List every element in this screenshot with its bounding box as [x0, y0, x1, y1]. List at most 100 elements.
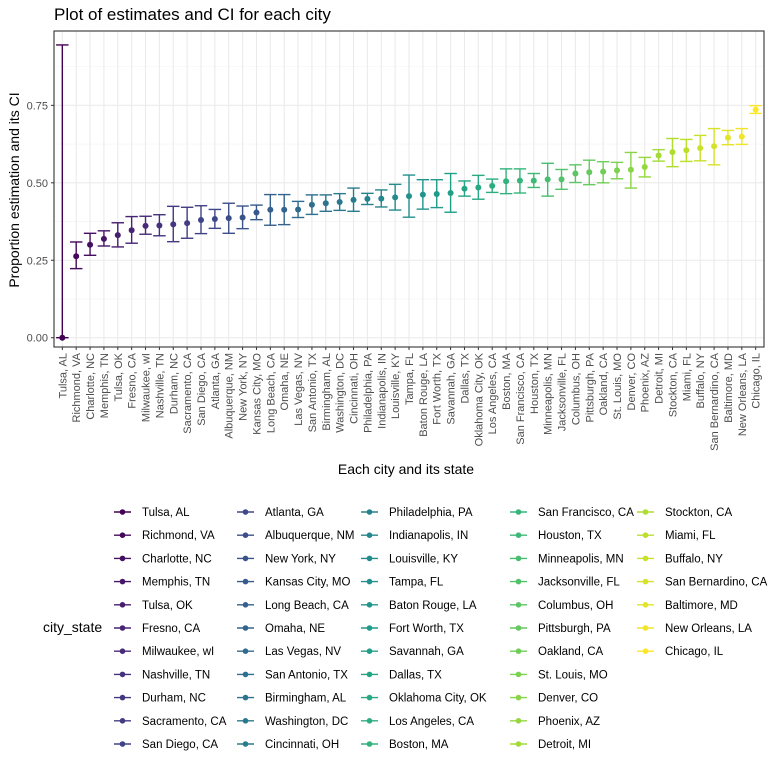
legend-key-point: [366, 602, 373, 608]
legend-key-point: [515, 555, 522, 562]
legend-item-label: Albuquerque, NM: [265, 530, 355, 542]
estimate-point: [614, 167, 621, 174]
estimate-point: [184, 220, 191, 227]
estimate-point: [392, 194, 399, 201]
x-tick-label: Chicago, IL: [751, 353, 763, 409]
estimate-point: [253, 209, 260, 216]
legend-key-point: [642, 578, 649, 585]
x-tick-label: Stockton, CA: [667, 352, 679, 417]
legend-key-point: [366, 509, 373, 515]
y-tick-label: 0.25: [27, 255, 48, 267]
x-tick-label: Long Beach, CA: [265, 352, 277, 433]
legend-key-point: [242, 602, 249, 608]
legend-item-label: San Francisco, CA: [538, 507, 634, 519]
x-tick-label: Fresno, CA: [127, 352, 139, 408]
legend-item-label: Louisville, KY: [389, 553, 458, 565]
x-tick-label: Pittsburgh, PA: [584, 352, 596, 422]
x-tick-label: Philadelphia, PA: [362, 352, 374, 433]
x-tick-label: New Orleans, LA: [737, 352, 749, 436]
legend-item-label: Baltimore, MD: [665, 600, 738, 612]
legend-item-label: Detroit, MI: [538, 739, 591, 751]
x-tick-label: Kansas City, MO: [251, 353, 263, 435]
legend-item-label: Fresno, CA: [142, 623, 200, 635]
estimate-point: [544, 176, 551, 183]
legend-item-label: Richmond, VA: [142, 530, 215, 542]
legend-item-label: Boston, MA: [389, 739, 449, 751]
x-tick-label: Miami, FL: [681, 353, 693, 401]
estimate-point: [59, 334, 66, 341]
legend-key-point: [515, 671, 522, 678]
legend-item-label: Savannah, GA: [389, 646, 464, 658]
legend-item-label: Minneapolis, MN: [538, 553, 624, 565]
x-tick-label: Denver, CO: [626, 353, 638, 411]
legend-item-label: Atlanta, GA: [265, 507, 324, 519]
x-tick-label: Baton Rouge, LA: [418, 352, 430, 436]
estimate-point: [114, 232, 121, 239]
x-tick-label: Jacksonville, FL: [557, 353, 569, 431]
legend-key-point: [642, 532, 649, 538]
x-tick-label: Sacramento, CA: [182, 352, 194, 433]
x-tick-label: Minneapolis, MN: [543, 353, 555, 435]
estimate-point: [211, 216, 218, 223]
legend-key-point: [119, 648, 126, 654]
legend-item-label: Pittsburgh, PA: [538, 623, 611, 635]
legend-item-label: Tampa, FL: [389, 577, 444, 589]
x-tick-label: Louisville, KY: [390, 352, 402, 419]
x-tick-label: Tulsa, OK: [113, 352, 125, 401]
legend-item-label: Birmingham, AL: [265, 693, 347, 705]
estimate-point: [239, 214, 246, 221]
estimate-point: [724, 134, 731, 141]
legend-key-point: [366, 578, 373, 585]
x-tick-label: Los Angeles, CA: [487, 352, 499, 434]
y-tick-label: 0.75: [27, 100, 48, 112]
x-tick-label: Detroit, MI: [654, 353, 666, 404]
estimate-point: [600, 168, 607, 175]
y-axis-title: Proportion estimation and its CI: [6, 92, 22, 287]
legend-item-label: Memphis, TN: [142, 577, 210, 589]
estimate-point: [711, 143, 718, 150]
x-tick-label: Indianapolis, IN: [376, 353, 388, 429]
legend-item-label: St. Louis, MO: [538, 669, 608, 681]
legend-key-point: [242, 555, 249, 562]
x-tick-label: Washington, DC: [335, 353, 347, 433]
legend-item-label: Jacksonville, FL: [538, 577, 620, 589]
x-tick-label: Fort Worth, TX: [432, 352, 444, 424]
legend-key-point: [366, 532, 373, 538]
legend-key-point: [642, 555, 649, 562]
legend-key-point: [515, 648, 522, 654]
legend-key-point: [242, 509, 249, 515]
estimate-point: [669, 149, 676, 156]
x-tick-label: Houston, TX: [529, 352, 541, 414]
legend-key-point: [515, 741, 522, 747]
estimate-point: [503, 178, 510, 185]
legend-item-label: Columbus, OH: [538, 600, 613, 612]
legend-item-label: San Bernardino, CA: [665, 577, 768, 589]
estimate-point: [461, 185, 468, 192]
x-tick-label: Dallas, TX: [459, 352, 471, 403]
legend-item-label: San Diego, CA: [142, 739, 218, 751]
x-tick-label: Memphis, TN: [99, 353, 111, 418]
legend-key-point: [242, 741, 249, 747]
legend-key-point: [119, 625, 126, 631]
legend-item-label: Las Vegas, NV: [265, 646, 341, 658]
legend-key-point: [242, 671, 249, 678]
estimate-point: [364, 195, 371, 202]
x-tick-label: Richmond, VA: [71, 352, 83, 422]
legend-item-label: Oakland, CA: [538, 646, 604, 658]
estimate-point: [87, 241, 94, 248]
estimate-point: [572, 170, 579, 177]
x-tick-label: Milwaukee, wI: [141, 353, 153, 422]
legend-item-label: New York, NY: [265, 553, 336, 565]
x-tick-label: Atlanta, GA: [210, 352, 222, 409]
legend-item-label: Milwaukee, wI: [142, 646, 214, 658]
y-axis: 0.00 0.25 0.50 0.75: [27, 100, 54, 345]
legend-key-point: [366, 671, 373, 678]
x-tick-label: St. Louis, MO: [612, 353, 624, 420]
legend-key-point: [119, 741, 126, 747]
x-tick-label: Tulsa, AL: [57, 353, 69, 398]
x-axis-title: Each city and its state: [338, 461, 474, 477]
legend-key-point: [366, 648, 373, 654]
legend-key-point: [515, 602, 522, 608]
legend-key-point: [642, 602, 649, 608]
estimate-point: [475, 184, 482, 191]
